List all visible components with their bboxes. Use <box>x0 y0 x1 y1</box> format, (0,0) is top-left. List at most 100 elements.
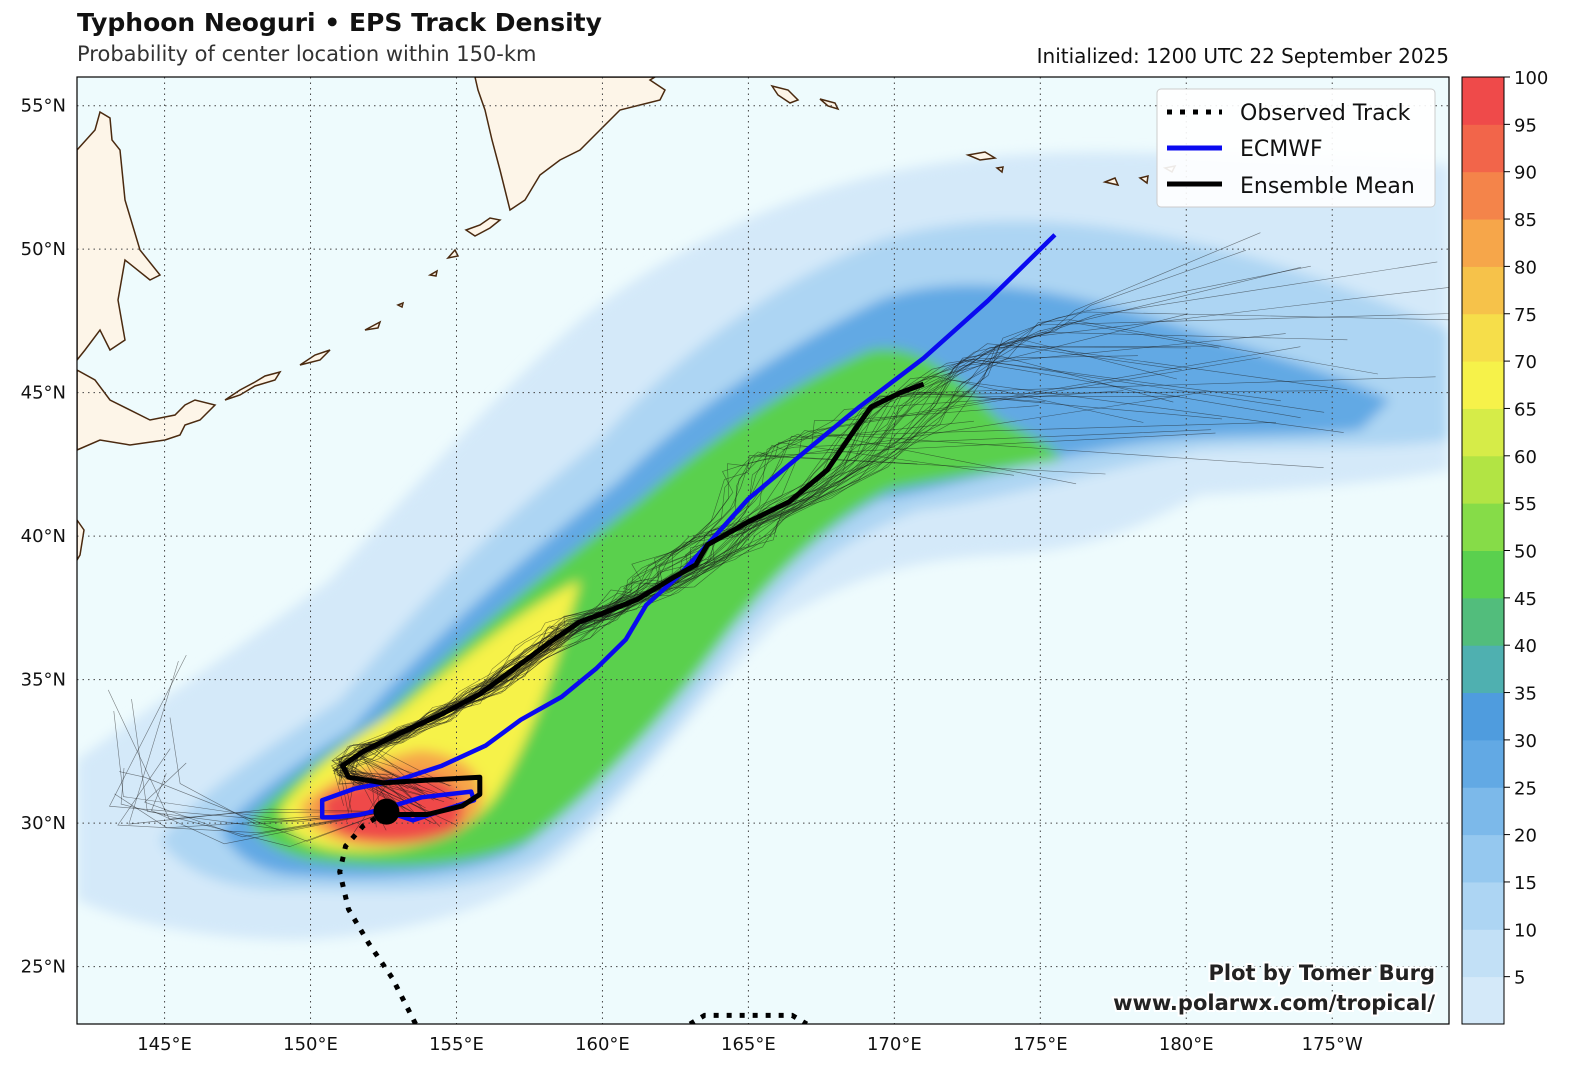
colorbar-segment <box>1462 976 1504 1025</box>
longitude-tick-label: 160°E <box>575 1034 630 1055</box>
colorbar-tick-label: 35 <box>1514 684 1537 705</box>
colorbar-tick-label: 70 <box>1514 352 1537 373</box>
colorbar-tick-label: 90 <box>1514 163 1537 184</box>
latitude-tick-label: 35°N <box>21 670 66 691</box>
latitude-tick-label: 30°N <box>21 813 66 834</box>
colorbar-tick-label: 55 <box>1514 494 1537 515</box>
colorbar: 5 10 15 20 25 30 35 40 45 50 55 60 65 70 75 80 85 90 95 100 <box>1461 68 1548 1025</box>
colorbar-segment <box>1462 313 1504 362</box>
colorbar-tick-label: 65 <box>1514 399 1537 420</box>
legend-label-ensemble-mean: Ensemble Mean <box>1240 174 1415 199</box>
ensemble-mean-track-line <box>340 381 925 817</box>
commander-island-1 <box>770 84 800 104</box>
sakhalin-coast <box>77 110 162 362</box>
colorbar-segment <box>1462 219 1504 267</box>
colorbar-segment <box>1462 171 1504 220</box>
ensemble-member-track <box>331 420 974 788</box>
latitude-tick-label: 40°N <box>21 526 66 547</box>
colorbar-tick-label: 75 <box>1514 305 1537 326</box>
colorbar-tick-label: 45 <box>1514 589 1537 610</box>
kamchatka-coast <box>474 77 666 212</box>
colorbar-segment <box>1462 361 1504 409</box>
ensemble-member-track <box>357 442 1014 787</box>
legend-label-observed-track: Observed Track <box>1240 101 1411 126</box>
colorbar-segment <box>1462 645 1504 694</box>
plot-frame <box>76 76 1450 1025</box>
colorbar-segment <box>1462 787 1504 836</box>
ensemble-member-track <box>359 343 1348 801</box>
observed-track-line <box>337 809 418 1024</box>
longitude-tick-label: 175°W <box>1302 1034 1363 1055</box>
ensemble-member-track <box>119 771 387 842</box>
credit-author: Plot by Tomer Burg <box>1209 961 1436 985</box>
colorbar-segment <box>1462 929 1504 978</box>
kuril-island-4 <box>396 301 405 309</box>
land <box>77 77 1177 562</box>
ensemble-member-track <box>335 379 944 822</box>
colorbar-segment <box>1462 834 1504 883</box>
longitude-tick-label: 170°E <box>867 1034 922 1055</box>
colorbar-segment <box>1462 124 1504 173</box>
storm-center-marker <box>373 798 400 825</box>
ensemble-member-track <box>107 689 387 820</box>
chart-title: Typhoon Neoguri • EPS Track Density <box>77 8 602 37</box>
aleutian-island-1 <box>965 151 998 161</box>
kuril-island-1 <box>224 370 282 401</box>
longitude-tick-label: 150°E <box>283 1034 338 1055</box>
hokkaido-coast <box>77 369 217 451</box>
longitude-tick-label: 145°E <box>137 1034 192 1055</box>
colorbar-tick-label: 30 <box>1514 731 1537 752</box>
colorbar-segment <box>1462 455 1504 504</box>
longitude-tick-label: 165°E <box>721 1034 776 1055</box>
colorbar-tick-label: 95 <box>1514 115 1537 136</box>
colorbar-tick-label: 85 <box>1514 210 1537 231</box>
legend-label-ecmwf: ECMWF <box>1240 137 1323 162</box>
initialized-label: Initialized: 1200 UTC 22 September 2025 <box>1036 44 1449 68</box>
latitude-tick-label: 45°N <box>21 383 66 404</box>
ensemble-member-track <box>339 390 1329 794</box>
longitude-tick-label: 180°E <box>1159 1034 1214 1055</box>
ensemble-member-track <box>350 265 1311 828</box>
aleutian-island-4 <box>1138 175 1149 185</box>
colorbar-segment <box>1462 266 1504 315</box>
colorbar-segment <box>1462 739 1504 788</box>
kuril-island-3 <box>364 320 382 331</box>
longitude-tick-label: 155°E <box>429 1034 484 1055</box>
colorbar-tick-label: 40 <box>1514 636 1537 657</box>
colorbar-tick-label: 100 <box>1514 68 1548 89</box>
kuril-island-2 <box>299 349 331 366</box>
colorbar-tick-label: 60 <box>1514 447 1537 468</box>
colorbar-segment <box>1462 692 1504 741</box>
honshu-coast <box>77 518 85 562</box>
colorbar-tick-label: 5 <box>1514 968 1525 989</box>
ecmwf-track-line <box>319 233 1057 823</box>
legend-box <box>1156 88 1436 208</box>
colorbar-segment <box>1462 408 1504 457</box>
colorbar-tick-label: 25 <box>1514 778 1537 799</box>
ensemble-member-track <box>151 773 387 845</box>
latitude-tick-label: 25°N <box>21 957 66 978</box>
aleutian-island-3 <box>1102 177 1120 187</box>
colorbar-tick-label: 80 <box>1514 257 1537 278</box>
longitude-tick-labels: 145°E 150°E 155°E 160°E 165°E 170°E 175°E 180°E… <box>137 1034 1363 1055</box>
colorbar-tick-label: 10 <box>1514 920 1537 941</box>
colorbar-tick-label: 15 <box>1514 873 1537 894</box>
kuril-island-5 <box>427 269 439 277</box>
colorbar-segment <box>1462 77 1504 125</box>
latitude-tick-label: 55°N <box>21 96 66 117</box>
kuril-island-7 <box>464 217 502 237</box>
colorbar-segment <box>1462 550 1504 599</box>
colorbar-segment <box>1462 503 1504 551</box>
ensemble-member-track <box>332 313 1449 825</box>
chart-subtitle: Probability of center location within 15… <box>77 42 537 66</box>
latitude-tick-label: 50°N <box>21 239 66 260</box>
legend: Observed Track ECMWF Ensemble Mean <box>1156 88 1436 208</box>
aleutian-island-2 <box>995 166 1004 174</box>
colorbar-tick-label: 50 <box>1514 542 1537 563</box>
commander-island-2 <box>819 98 840 111</box>
longitude-tick-label: 175°E <box>1013 1034 1068 1055</box>
colorbar-segment <box>1462 881 1504 930</box>
ensemble-member-track <box>144 762 387 838</box>
credit-url: www.polarwx.com/tropical/ <box>1113 991 1435 1015</box>
